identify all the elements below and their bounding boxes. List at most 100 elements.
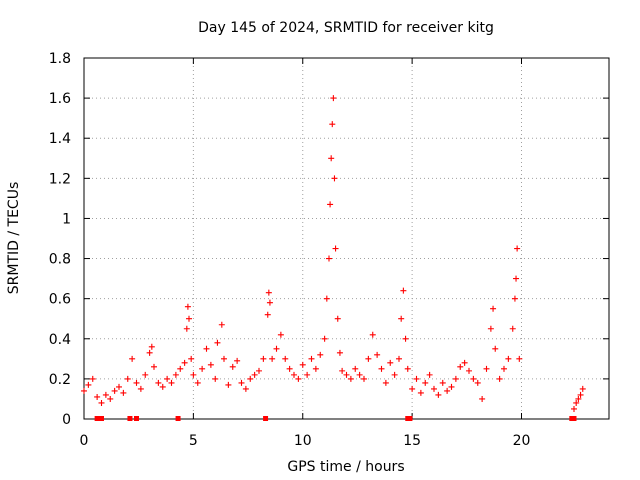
x-tick-label: 10 — [294, 433, 312, 449]
data-point — [579, 385, 586, 392]
data-point — [336, 349, 343, 356]
grid-lines — [84, 58, 609, 419]
data-point — [146, 349, 153, 356]
data-point — [479, 395, 486, 402]
data-point — [573, 399, 580, 406]
data-point — [396, 355, 402, 362]
data-point — [339, 367, 346, 374]
data-point — [264, 311, 271, 318]
data-point — [269, 355, 276, 362]
data-point — [492, 345, 499, 352]
data-point — [183, 325, 190, 332]
data-point — [334, 315, 341, 322]
data-point — [129, 355, 136, 362]
data-point — [234, 357, 241, 364]
data-point — [328, 155, 335, 162]
data-point — [461, 359, 468, 366]
data-point — [148, 343, 155, 350]
zero-point — [99, 416, 104, 421]
data-point — [133, 379, 140, 386]
data-point — [332, 245, 339, 252]
data-point — [151, 363, 157, 370]
y-tick-label: 1.8 — [49, 51, 71, 67]
x-tick-label: 20 — [513, 433, 531, 449]
data-point — [89, 375, 96, 382]
y-tick-label: 1 — [62, 211, 71, 227]
data-point — [391, 371, 398, 378]
data-point — [571, 405, 577, 412]
data-point — [188, 355, 195, 362]
data-point — [238, 379, 245, 386]
data-point — [387, 359, 394, 366]
y-tick-label: 0.6 — [49, 292, 71, 308]
data-point — [413, 375, 420, 382]
data-point — [120, 389, 127, 396]
data-point — [317, 351, 324, 358]
data-point — [404, 365, 411, 372]
data-point — [225, 381, 232, 388]
data-point — [177, 365, 184, 372]
plot-frame — [83, 57, 610, 420]
data-point — [168, 379, 175, 386]
data-point — [277, 331, 284, 338]
data-point — [107, 395, 114, 402]
data-point — [352, 365, 359, 372]
data-point — [356, 371, 363, 378]
data-point — [361, 375, 367, 382]
y-axis-label: SRMTID / TECUs — [6, 182, 22, 295]
data-point — [330, 95, 337, 102]
data-point — [304, 371, 311, 378]
data-point — [221, 355, 227, 362]
data-point — [409, 385, 416, 392]
data-point — [474, 379, 481, 386]
data-point — [470, 375, 477, 382]
data-point — [256, 367, 262, 374]
data-point — [398, 315, 405, 322]
zero-point — [94, 416, 100, 421]
data-point — [417, 389, 424, 396]
data-point — [400, 287, 407, 294]
data-point — [164, 375, 171, 382]
data-point — [291, 371, 297, 378]
data-point — [286, 365, 293, 372]
data-point — [511, 295, 518, 302]
data-point — [365, 355, 372, 362]
data-point — [190, 371, 197, 378]
axis-ticks: 0 0.2 0.4 0.6 0.8 1 1.2 1.4 1.6 1.8 0 5 10 15 20 — [49, 51, 609, 449]
data-point — [374, 351, 381, 358]
data-point — [343, 371, 350, 378]
data-point — [575, 395, 582, 402]
data-point — [273, 345, 280, 352]
data-point — [369, 331, 376, 338]
data-point — [81, 387, 87, 394]
data-point — [308, 355, 315, 362]
y-tick-label: 1.6 — [49, 91, 71, 107]
data-point — [260, 355, 267, 362]
data-point — [194, 379, 201, 386]
data-point — [85, 381, 92, 388]
data-point — [142, 371, 149, 378]
data-point — [218, 321, 225, 328]
data-point — [347, 375, 354, 382]
data-point — [181, 359, 188, 366]
zero-point — [407, 416, 413, 421]
y-tick-label: 0.2 — [49, 372, 71, 388]
zero-point — [127, 416, 133, 421]
data-point — [577, 391, 584, 398]
data-point — [159, 383, 166, 390]
data-point — [483, 365, 490, 372]
data-point — [501, 365, 507, 372]
data-point — [452, 375, 459, 382]
data-point — [111, 387, 118, 394]
data-point — [490, 305, 497, 312]
data-point — [422, 379, 429, 386]
y-tick-label: 0.4 — [49, 332, 71, 348]
data-point — [435, 391, 442, 398]
x-tick-label: 5 — [189, 433, 198, 449]
data-point — [295, 375, 302, 382]
data-point — [172, 371, 179, 378]
zero-point — [571, 416, 577, 421]
data-point — [124, 375, 131, 382]
data-point — [444, 387, 451, 394]
